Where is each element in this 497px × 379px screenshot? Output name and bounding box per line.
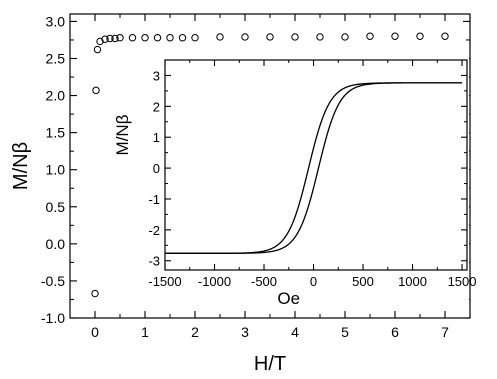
main-x-tick-label: 0 xyxy=(91,324,99,340)
main-y-tick-label: 0.5 xyxy=(46,199,66,215)
data-point xyxy=(116,34,124,42)
inset-plot-frame xyxy=(164,59,468,271)
main-y-tick-label: 1.5 xyxy=(46,125,66,141)
main-y-tick-label: 1.0 xyxy=(46,162,66,178)
main-x-tick-label: 4 xyxy=(291,324,299,340)
main-y-tick-label: -0.5 xyxy=(41,273,65,289)
main-plot-frame xyxy=(69,13,471,319)
inset-y-tick-label: 3 xyxy=(153,68,160,83)
data-point xyxy=(166,34,174,42)
data-point xyxy=(216,33,224,41)
inset-x-tick-label: 1500 xyxy=(448,274,477,289)
inset-y-tick-label: 1 xyxy=(153,130,160,145)
data-point xyxy=(141,34,149,42)
main-plot: 0 1 2 3 4 5 6 7 -1.0 -0.5 0.0 0.5 1.0 1.5 2.0 2.5 3.0 H/… xyxy=(10,13,471,375)
inset-x-tick-label: 1000 xyxy=(398,274,427,289)
inset-x-axis-title: Oe xyxy=(277,289,300,308)
data-point xyxy=(153,34,162,42)
data-point xyxy=(241,33,249,41)
data-point xyxy=(341,33,349,41)
main-y-tick-label: 2.0 xyxy=(46,88,66,104)
data-point xyxy=(101,35,109,43)
main-y-axis-title: M/Nβ xyxy=(10,142,32,190)
main-y-tick-label: 2.5 xyxy=(46,50,66,66)
inset-x-tick-label: -1500 xyxy=(148,274,181,289)
main-x-tick-label: 5 xyxy=(341,324,349,340)
inset-y-tick-label: -1 xyxy=(148,192,160,207)
main-ticks: 0 1 2 3 4 5 6 7 -1.0 -0.5 0.0 0.5 1.0 1.5 2.0 2.5 3.0 xyxy=(41,13,470,340)
data-point xyxy=(416,32,424,40)
inset-y-tick-label: -3 xyxy=(148,254,160,269)
inset-y-tick-label: 2 xyxy=(153,99,160,114)
data-point xyxy=(178,34,187,42)
main-x-tick-label: 6 xyxy=(391,324,399,340)
data-point xyxy=(391,32,399,40)
data-point xyxy=(191,34,199,42)
inset-background xyxy=(108,52,469,310)
data-point xyxy=(366,32,374,40)
data-point xyxy=(128,34,137,42)
inset-y-axis-title: M/Nβ xyxy=(113,114,132,155)
main-y-tick-label: 0.0 xyxy=(46,236,66,252)
inset-y-tick-label: -2 xyxy=(148,223,160,238)
data-point xyxy=(441,32,449,40)
main-x-tick-label: 1 xyxy=(141,324,149,340)
main-x-tick-label: 2 xyxy=(191,324,199,340)
data-point xyxy=(111,34,119,43)
inset-x-tick-label: 0 xyxy=(310,274,317,289)
inset-y-tick-label: 0 xyxy=(153,161,160,176)
data-point xyxy=(93,45,102,54)
main-y-tick-label: -1.0 xyxy=(41,310,65,326)
main-x-tick-label: 3 xyxy=(241,324,249,340)
inset-x-tick-label: -1000 xyxy=(198,274,231,289)
main-data-points xyxy=(91,32,449,298)
main-x-axis-title: H/T xyxy=(254,353,286,375)
hysteresis-lower-branch xyxy=(165,82,463,254)
main-y-tick-label: 3.0 xyxy=(46,13,66,29)
data-point xyxy=(106,34,114,43)
inset-x-tick-label: -500 xyxy=(251,274,277,289)
data-point xyxy=(91,289,99,298)
data-point xyxy=(266,33,274,41)
data-point xyxy=(316,33,324,41)
inset-x-tick-label: 500 xyxy=(352,274,374,289)
data-point xyxy=(92,86,100,95)
data-point xyxy=(291,33,299,41)
main-x-tick-label: 7 xyxy=(441,324,449,340)
